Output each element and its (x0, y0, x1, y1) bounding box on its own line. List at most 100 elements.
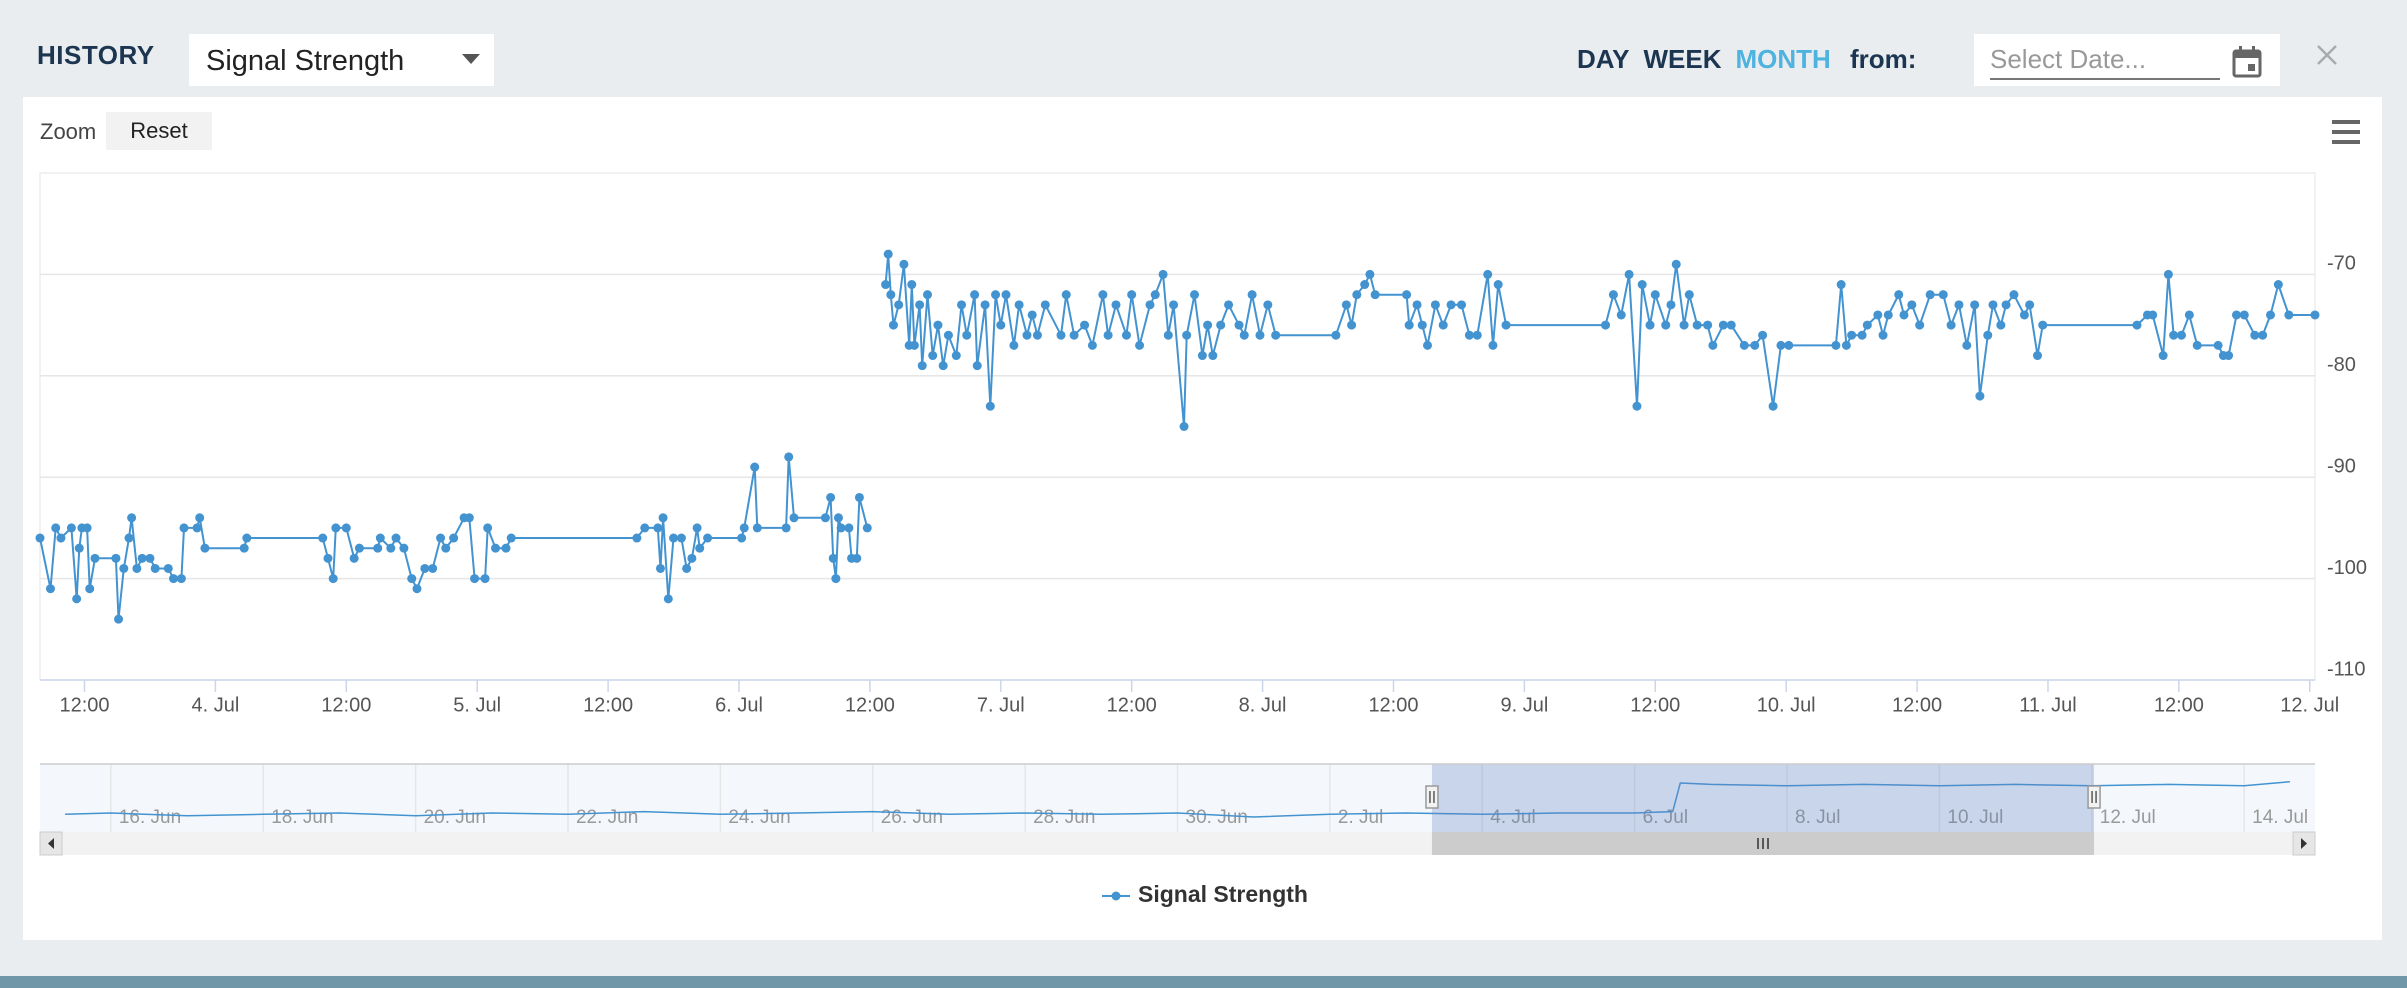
data-point (2019, 310, 2029, 320)
scrollbar-left-arrow (48, 838, 54, 849)
data-point (985, 401, 995, 411)
data-point (331, 523, 341, 533)
data-point (1365, 269, 1375, 279)
data-point (1862, 320, 1872, 330)
legend-symbol-marker (1111, 891, 1121, 901)
data-point (1915, 320, 1925, 330)
navigator-tick-label: 18. Jun (271, 807, 333, 828)
data-point (2192, 340, 2202, 350)
date-input[interactable]: Select Date... (1974, 34, 2280, 86)
data-point (483, 523, 493, 533)
data-point (1027, 310, 1037, 320)
x-tick-label: 12. Jul (2280, 694, 2339, 716)
data-point (506, 533, 516, 543)
data-point (1341, 300, 1351, 310)
x-tick-label: 12:00 (583, 694, 633, 716)
data-point (1608, 290, 1618, 300)
data-point (1776, 340, 1786, 350)
data-point (820, 513, 830, 523)
data-point (1750, 340, 1760, 350)
export-menu[interactable] (2331, 119, 2361, 145)
data-point (1234, 320, 1244, 330)
data-point (894, 300, 904, 310)
period-button[interactable]: WEEK (1643, 44, 1722, 74)
metric-dropdown[interactable]: Signal Strength (189, 34, 494, 86)
data-point (176, 574, 186, 584)
data-point (676, 533, 686, 543)
navigator-tick-label: 10. Jul (1947, 807, 2003, 828)
data-point (114, 614, 124, 624)
calendar-icon[interactable] (2232, 46, 2262, 78)
x-tick-label: 9. Jul (1500, 694, 1548, 716)
data-point (1472, 330, 1482, 340)
data-point (1352, 290, 1362, 300)
data-point (928, 351, 938, 361)
close-button[interactable] (2316, 44, 2338, 66)
data-point (2038, 320, 2048, 330)
data-point (1197, 351, 1207, 361)
data-point (970, 290, 980, 300)
period-button[interactable]: DAY (1577, 44, 1630, 74)
data-point (1983, 330, 1993, 340)
data-point (1169, 300, 1179, 310)
data-point (972, 361, 982, 371)
data-point (695, 543, 705, 553)
data-point (1624, 269, 1634, 279)
data-point (1423, 340, 1433, 350)
reset-button[interactable]: Reset (106, 112, 212, 150)
data-point (2250, 330, 2260, 340)
data-point (192, 523, 202, 533)
x-tick-label: 10. Jul (1757, 694, 1816, 716)
data-point (1708, 340, 1718, 350)
y-tick-label: -110 (2327, 658, 2366, 680)
data-point (844, 523, 854, 533)
data-point (1650, 290, 1660, 300)
data-point (85, 584, 95, 594)
from-label: from: (1850, 44, 1917, 74)
data-point (1412, 300, 1422, 310)
data-point (1247, 290, 1257, 300)
navigator-tick-label: 22. Jun (576, 807, 638, 828)
data-point (2148, 310, 2158, 320)
data-point (1601, 320, 1611, 330)
x-tick-label: 5. Jul (453, 694, 501, 716)
data-point (1457, 300, 1467, 310)
data-point (1417, 320, 1427, 330)
data-point (150, 563, 160, 573)
period-buttons: DAY WEEK MONTH (1577, 44, 1831, 75)
x-tick-label: 8. Jul (1239, 694, 1287, 716)
data-point (1032, 330, 1042, 340)
data-point (1111, 300, 1121, 310)
data-point (1718, 320, 1728, 330)
navigator-tick-label: 20. Jun (424, 807, 486, 828)
x-tick-label: 12:00 (1892, 694, 1942, 716)
period-button[interactable]: MONTH (1735, 44, 1831, 74)
data-point (692, 523, 702, 533)
navigator-handle[interactable] (1425, 785, 1439, 809)
data-point (1671, 259, 1681, 269)
data-point (145, 553, 155, 563)
data-point (1899, 310, 1909, 320)
data-point (407, 574, 417, 584)
navigator-series (65, 780, 2290, 818)
data-point (464, 513, 474, 523)
scrollbar-grip (1757, 838, 1769, 849)
navigator-handle-box (2087, 785, 2101, 809)
navigator-handle[interactable] (2087, 785, 2101, 809)
data-point (127, 513, 137, 523)
data-point (907, 280, 917, 290)
data-point (119, 563, 129, 573)
x-tick-label: 12:00 (1630, 694, 1680, 716)
x-tick-label: 6. Jul (715, 694, 763, 716)
data-point (2025, 300, 2035, 310)
data-point (412, 584, 422, 594)
data-point (1464, 330, 1474, 340)
data-point (655, 563, 665, 573)
x-tick-label: 12:00 (321, 694, 371, 716)
data-point (862, 523, 872, 533)
data-point (687, 553, 697, 563)
legend-item[interactable]: Signal Strength (1102, 881, 1308, 907)
data-point (373, 543, 383, 553)
data-point (1069, 330, 1079, 340)
data-point (195, 513, 205, 523)
